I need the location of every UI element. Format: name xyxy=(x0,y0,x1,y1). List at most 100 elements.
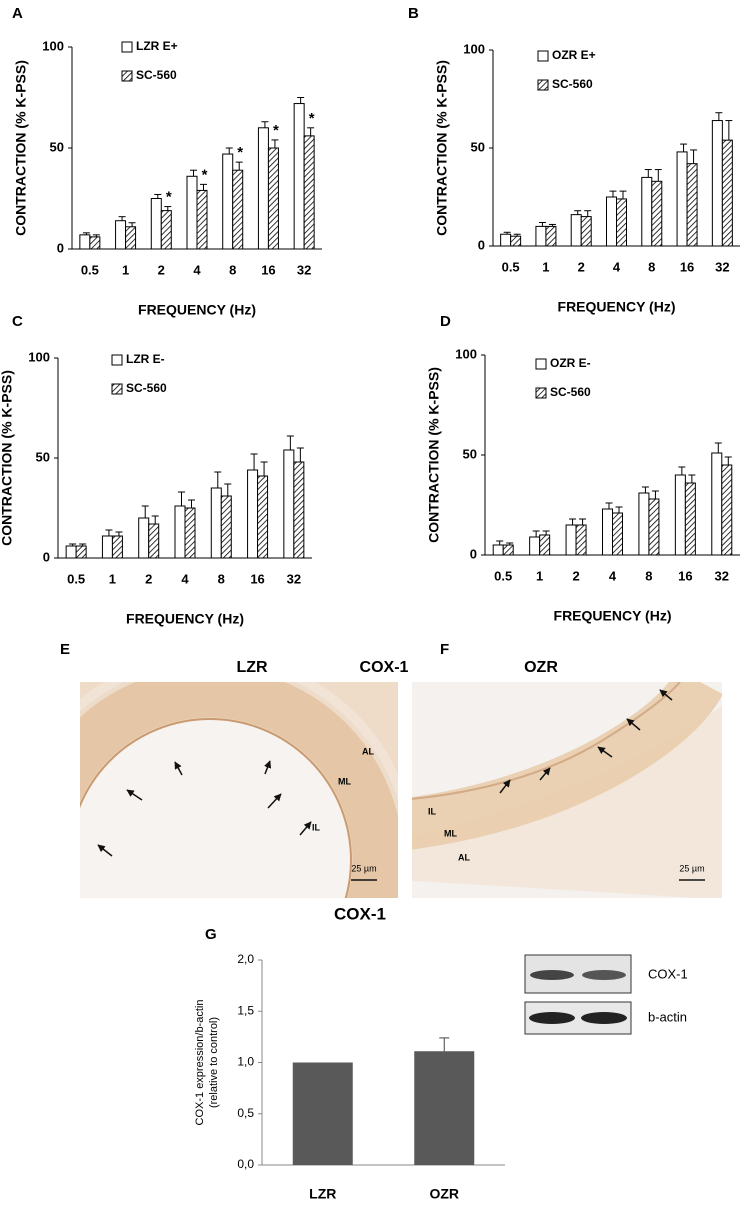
legend-swatch xyxy=(111,354,123,366)
bar xyxy=(565,524,577,556)
legend-label: OZR E- xyxy=(550,356,591,370)
significance-marker: * xyxy=(273,122,279,139)
bar xyxy=(648,498,660,556)
x-tick-label: 2 xyxy=(572,568,579,583)
x-tick-label: 1 xyxy=(109,571,116,586)
bar xyxy=(492,544,504,556)
bar xyxy=(510,235,522,247)
panel-letter: F xyxy=(440,641,449,658)
bar xyxy=(414,1051,475,1165)
x-tick-label: 16 xyxy=(680,259,694,274)
bar xyxy=(570,214,582,247)
bar xyxy=(500,233,512,247)
bar xyxy=(283,449,295,559)
x-tick-label: 0.5 xyxy=(81,262,99,277)
y-axis-label: CONTRACTION (% K-PSS) xyxy=(0,370,15,546)
bar xyxy=(138,517,150,559)
y-tick-label: 0 xyxy=(57,240,64,255)
micrograph-f xyxy=(412,682,722,898)
bar xyxy=(220,495,232,559)
x-tick-label: 1 xyxy=(542,259,549,274)
significance-marker: * xyxy=(309,110,315,127)
x-tick-label: 8 xyxy=(645,568,652,583)
bar xyxy=(638,492,650,556)
bar xyxy=(721,139,733,247)
bar xyxy=(535,225,547,247)
y-axis-label: CONTRACTION (% K-PSS) xyxy=(13,60,29,236)
layer-label: IL xyxy=(312,822,321,832)
bar xyxy=(612,512,623,556)
bar xyxy=(721,464,733,556)
legend-swatch xyxy=(535,387,547,399)
scale-label: 25 µm xyxy=(351,863,376,873)
legend-label: SC-560 xyxy=(550,385,591,399)
panel-letter: G xyxy=(205,926,217,943)
x-tick-label: 0.5 xyxy=(494,568,512,583)
bar xyxy=(65,545,77,559)
layer-label: ML xyxy=(338,776,351,786)
bar xyxy=(303,135,315,250)
bar xyxy=(651,180,663,247)
x-tick-label: 16 xyxy=(261,262,275,277)
legend-swatch xyxy=(121,41,133,53)
blot-label: b-actin xyxy=(648,1009,687,1024)
bar xyxy=(79,234,91,250)
legend-swatch xyxy=(537,79,549,91)
x-axis-label: FREQUENCY (Hz) xyxy=(126,611,244,627)
legend-swatch xyxy=(537,50,549,62)
bar xyxy=(267,147,279,250)
bar xyxy=(676,151,688,247)
bar xyxy=(150,198,162,250)
bar xyxy=(529,536,541,556)
significance-marker: * xyxy=(202,166,208,183)
x-tick-label: 32 xyxy=(297,262,311,277)
x-tick-label: 0.5 xyxy=(67,571,85,586)
x-tick-label: LZR xyxy=(309,1186,336,1202)
panel-letter: D xyxy=(440,313,451,330)
bar xyxy=(686,163,698,247)
bar xyxy=(257,475,269,559)
bar xyxy=(174,505,186,559)
layer-label: AL xyxy=(458,852,470,862)
bar xyxy=(111,535,123,559)
scale-label: 25 µm xyxy=(679,863,704,873)
legend-label: SC-560 xyxy=(136,68,177,82)
y-tick-label: 1,5 xyxy=(237,1003,254,1017)
x-tick-label: 32 xyxy=(715,568,729,583)
bar xyxy=(89,236,101,250)
x-tick-label: 16 xyxy=(250,571,264,586)
x-tick-label: 2 xyxy=(578,259,585,274)
bar xyxy=(711,452,723,556)
y-tick-label: 50 xyxy=(50,139,64,154)
bar xyxy=(196,189,208,250)
layer-label: AL xyxy=(362,746,374,756)
bar xyxy=(222,153,234,250)
layer-label: ML xyxy=(444,828,457,838)
bar xyxy=(602,508,613,556)
x-tick-label: 4 xyxy=(609,568,617,583)
y-tick-label: 100 xyxy=(463,41,485,56)
x-tick-label: 32 xyxy=(715,259,729,274)
y-tick-label: 0 xyxy=(43,549,50,564)
y-tick-label: 100 xyxy=(28,349,50,364)
y-tick-label: 0 xyxy=(470,546,477,561)
significance-marker: * xyxy=(237,144,243,161)
legend-swatch xyxy=(121,70,133,82)
image-title: LZR xyxy=(236,659,268,676)
bar xyxy=(711,120,723,247)
western-blot xyxy=(524,954,632,1035)
x-tick-label: 4 xyxy=(193,262,201,277)
bar xyxy=(580,216,592,247)
micrograph-e xyxy=(80,682,398,898)
bar xyxy=(186,175,198,250)
legend-label: SC-560 xyxy=(126,381,167,395)
x-tick-label: 8 xyxy=(648,259,655,274)
bar xyxy=(160,210,172,250)
layer-label: IL xyxy=(428,806,437,816)
panel-letter: A xyxy=(12,5,23,22)
x-tick-label: OZR xyxy=(429,1186,459,1202)
legend-label: LZR E- xyxy=(126,352,165,366)
bar xyxy=(293,461,305,559)
legend-label: OZR E+ xyxy=(552,48,596,62)
